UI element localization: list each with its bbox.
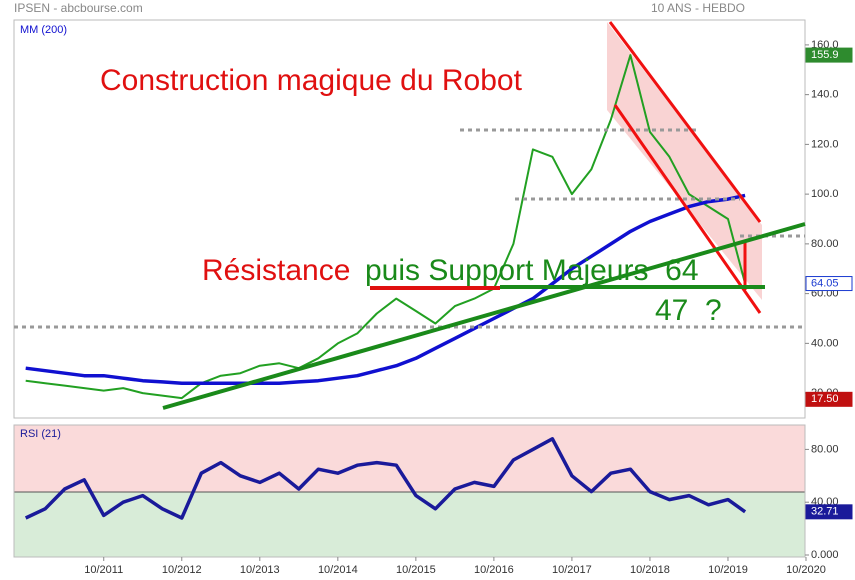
value-tag-label: 17.50 <box>811 393 839 405</box>
channel-lower <box>613 104 762 314</box>
legend-entry: RSI (21) <box>20 428 61 440</box>
series-line <box>24 437 747 520</box>
channel-upper <box>608 21 762 223</box>
x-tick-label: 10/2016 <box>474 564 514 576</box>
value-tag-label: 155.9 <box>811 49 839 61</box>
annotation: puis Support Majeurs 64 <box>365 254 699 287</box>
series-layer <box>24 54 747 520</box>
value-tag <box>805 276 853 292</box>
y-tick-label: 80.00 <box>811 443 839 455</box>
header-period: 10 ANS - HEBDO <box>651 1 745 15</box>
value-tag <box>805 391 853 407</box>
value-tag <box>805 504 853 520</box>
y-tick-label: 0.000 <box>811 549 839 561</box>
y-tick-label: 40.00 <box>811 337 839 349</box>
x-tick-label: 10/2013 <box>240 564 280 576</box>
annotation: Résistance <box>202 254 350 287</box>
legend-entry: MM (200) <box>20 24 67 36</box>
x-tick-label: 10/2012 <box>162 564 202 576</box>
x-tick-label: 10/2020 <box>786 564 826 576</box>
rsi-oversold-zone <box>14 492 805 557</box>
y-tick-label: 120.0 <box>811 138 839 150</box>
x-tick-label: 10/2019 <box>708 564 748 576</box>
x-tick-label: 10/2018 <box>630 564 670 576</box>
rsi-overbought-zone <box>14 425 805 492</box>
y-tick-label: 100.0 <box>811 188 839 200</box>
x-tick-label: 10/2015 <box>396 564 436 576</box>
channel-shading <box>607 22 762 300</box>
x-tick-label: 10/2014 <box>318 564 358 576</box>
annotation: Construction magique du Robot <box>100 64 523 97</box>
y-tick-label: 80.00 <box>811 238 839 250</box>
series-line <box>25 193 746 385</box>
trend-line <box>162 222 806 410</box>
value-tag-label: 32.71 <box>811 506 839 518</box>
price-panel-frame <box>13 19 806 419</box>
value-tag <box>805 47 853 63</box>
x-tick-label: 10/2017 <box>552 564 592 576</box>
levels <box>14 128 805 329</box>
y-tick-label: 140.0 <box>811 89 839 101</box>
x-tick-label: 10/2011 <box>84 564 123 576</box>
rsi-panel-frame <box>13 424 806 558</box>
value-tag-label: 64.05 <box>811 277 839 289</box>
annotation: 47 ? <box>655 294 722 327</box>
header-title: IPSEN - abcbourse.com <box>14 1 143 15</box>
series-line <box>25 54 747 400</box>
